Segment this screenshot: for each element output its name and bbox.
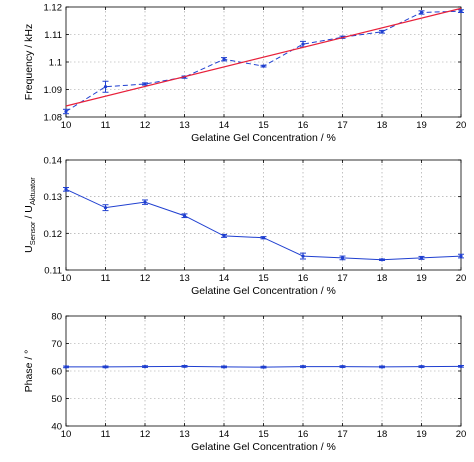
axes-frame: [65, 315, 462, 427]
axes-frame: [65, 6, 462, 118]
x-tick-label: 18: [377, 273, 388, 284]
y-axis-label: USensor / UAktuator: [23, 177, 37, 253]
data-point: [301, 254, 305, 258]
x-tick-label: 20: [456, 429, 467, 440]
x-tick-label: 17: [337, 429, 348, 440]
data-point: [143, 200, 147, 204]
y-tick-label: 0.13: [44, 192, 63, 203]
data-point: [222, 234, 226, 238]
x-tick-label: 14: [219, 429, 230, 440]
data-point: [459, 9, 463, 13]
y-tick-label: 60: [51, 367, 62, 378]
data-point: [64, 187, 68, 191]
x-tick-label: 13: [179, 273, 190, 284]
data-point: [143, 365, 147, 369]
x-tick-label: 19: [416, 429, 427, 440]
y-tick-label: 1.09: [44, 85, 63, 96]
data-point: [64, 109, 68, 114]
data-point: [301, 365, 305, 369]
y-axis-label: Phase / °: [23, 350, 35, 393]
y-tick-label: 1.12: [44, 3, 63, 14]
x-tick-label: 15: [258, 120, 269, 131]
data-point: [261, 365, 266, 369]
x-tick-label: 18: [377, 429, 388, 440]
x-tick-label: 12: [140, 273, 151, 284]
y-tick-label: 0.12: [44, 229, 63, 240]
x-tick-label: 16: [298, 273, 309, 284]
data-point: [459, 364, 463, 368]
data-point: [261, 236, 266, 240]
x-tick-label: 14: [219, 120, 230, 131]
x-tick-label: 10: [61, 273, 72, 284]
x-tick-label: 10: [61, 120, 72, 131]
y-tick-label: 50: [51, 394, 62, 405]
data-point: [103, 206, 108, 210]
data-point: [380, 30, 384, 34]
x-tick-label: 15: [258, 429, 269, 440]
data-point: [103, 365, 108, 369]
data-point: [143, 82, 147, 86]
x-tick-label: 15: [258, 273, 269, 284]
data-point: [222, 57, 226, 61]
x-tick-label: 12: [140, 429, 151, 440]
x-tick-label: 11: [101, 429, 111, 440]
x-tick-label: 13: [179, 120, 190, 131]
data-point: [340, 365, 345, 369]
data-point: [261, 64, 266, 68]
x-tick-label: 19: [416, 273, 427, 284]
y-tick-label: 1.11: [44, 30, 62, 41]
x-axis-label: Gelatine Gel Concentration / %: [191, 285, 336, 297]
axes-frame: [65, 159, 462, 271]
y-tick-label: 1.08: [44, 113, 63, 124]
x-tick-label: 17: [337, 273, 348, 284]
y-tick-label: 80: [51, 312, 62, 323]
x-tick-label: 14: [219, 273, 230, 284]
data-point: [182, 214, 187, 218]
x-tick-label: 19: [416, 120, 427, 131]
x-axis-label: Gelatine Gel Concentration / %: [191, 132, 336, 144]
x-tick-label: 11: [101, 273, 111, 284]
y-tick-label: 40: [51, 422, 62, 433]
chart-panel-1: 10 11 12 13 14 15 16 17 18 19 20 1.08 1.09 1.1 1.11 1.1…: [23, 3, 466, 145]
x-tick-label: 13: [179, 429, 190, 440]
x-tick-label: 20: [456, 273, 467, 284]
x-tick-label: 16: [298, 429, 309, 440]
data-point: [419, 10, 424, 15]
fit-line: [65, 7, 462, 107]
y-tick-label: 70: [51, 339, 62, 350]
data-point: [222, 365, 226, 369]
y-tick-label: 0.14: [44, 156, 63, 167]
x-tick-label: 20: [456, 120, 467, 131]
data-point: [380, 258, 384, 262]
data-point: [419, 256, 424, 260]
data-point: [340, 256, 345, 260]
data-point: [64, 365, 68, 369]
chart-panel-2: 10 11 12 13 14 15 16 17 18 19 20 0.11 0.12 0.13 0.14 Ge…: [23, 156, 466, 298]
y-tick-label: 1.1: [49, 58, 62, 69]
data-point: [380, 365, 384, 369]
x-tick-label: 18: [377, 120, 388, 131]
y-tick-label: 0.11: [44, 266, 62, 277]
data-point: [301, 42, 305, 46]
data-point: [182, 364, 187, 368]
x-tick-label: 16: [298, 120, 309, 131]
x-tick-label: 17: [337, 120, 348, 131]
x-tick-label: 11: [101, 120, 111, 131]
x-tick-label: 10: [61, 429, 72, 440]
chart-panel-3: 10 11 12 13 14 15 16 17 18 19 20 40 50 60 70 80 Gelatine…: [23, 312, 466, 454]
x-axis-label: Gelatine Gel Concentration / %: [191, 441, 336, 453]
data-point: [103, 85, 108, 89]
data-point: [419, 365, 424, 369]
y-axis-label: Frequency / kHz: [23, 24, 35, 100]
x-tick-label: 12: [140, 120, 151, 131]
data-point: [459, 254, 463, 258]
